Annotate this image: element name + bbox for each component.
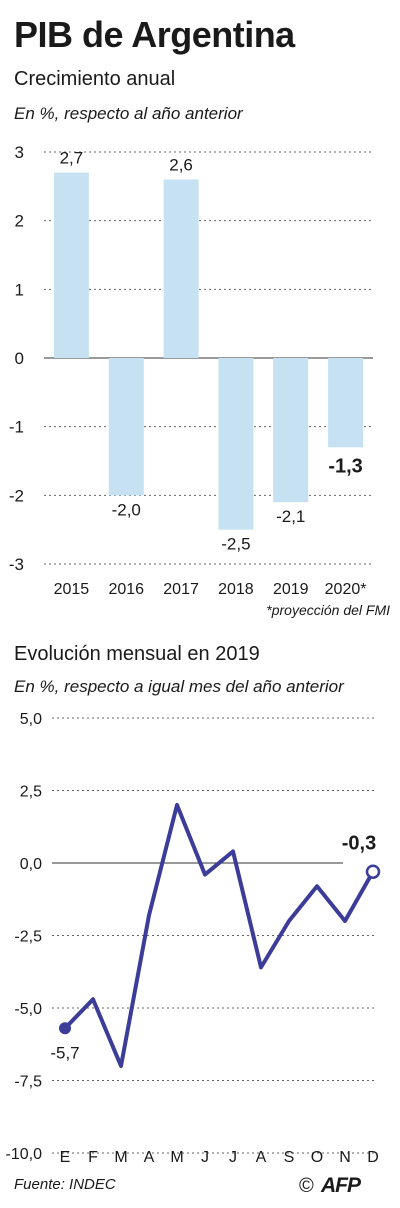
x-tick-label: S [284, 1149, 295, 1166]
bar-chart-subtitle: Crecimiento anual [14, 68, 176, 90]
page-title: PIB de Argentina [14, 14, 295, 55]
source-label: Fuente: INDEC [14, 1176, 116, 1193]
x-tick-label: A [256, 1149, 267, 1166]
x-tick-label: J [201, 1149, 209, 1166]
x-tick-label: 2015 [54, 581, 90, 598]
bar-value-label: -2,1 [276, 507, 305, 526]
x-tick-label: M [170, 1149, 183, 1166]
afp-logo-text: AFP [320, 1174, 362, 1196]
x-tick-label: D [367, 1149, 379, 1166]
y-tick-label: -3 [9, 555, 24, 574]
x-tick-label: 2018 [218, 581, 254, 598]
bar-chart-unit-note: En %, respecto al año anterior [14, 104, 243, 123]
bar [328, 358, 364, 448]
bar [108, 358, 144, 496]
bar [218, 358, 254, 530]
annual-growth-bar-chart: 3 2 1 0 -1 -2 -3 2,7 2015 -2,0 2016 2,6 2017 -2,5 2018… [9, 143, 373, 598]
x-tick-label: F [88, 1149, 98, 1166]
y-tick-label: -2,5 [14, 929, 42, 946]
y-tick-label: 1 [15, 280, 24, 299]
y-tick-label: -2 [9, 486, 24, 505]
y-tick-label: 5,0 [20, 711, 42, 728]
line-chart-subtitle: Evolución mensual en 2019 [14, 643, 260, 665]
y-tick-label: -10,0 [6, 1146, 43, 1163]
first-point-marker [59, 1022, 71, 1035]
y-tick-label: 0,0 [20, 856, 42, 873]
x-tick-label: O [311, 1149, 323, 1166]
bar [273, 358, 309, 503]
y-tick-label: -7,5 [14, 1074, 42, 1091]
bar-value-label: -2,0 [112, 500, 141, 519]
x-tick-label: J [229, 1149, 237, 1166]
bar-value-label: -2,5 [221, 535, 250, 554]
y-tick-label: -1 [9, 418, 24, 437]
x-tick-label: 2017 [163, 581, 199, 598]
x-tick-label: E [60, 1149, 71, 1166]
monthly-evolution-line-chart: 5,02,50,0-2,5-5,0-7,5-10,0-5,7-0,3E F M A M J… [6, 711, 381, 1166]
x-tick-label: 2019 [273, 581, 309, 598]
y-tick-label: -5,0 [14, 1001, 42, 1018]
last-point-label: -0,3 [342, 833, 376, 855]
y-tick-label: 0 [15, 349, 24, 368]
copyright-symbol: © [299, 1175, 314, 1196]
y-tick-label: 2,5 [20, 784, 42, 801]
last-point-marker [365, 864, 381, 879]
bar [163, 179, 199, 358]
afp-logo: © AFP [299, 1174, 363, 1196]
imf-projection-footnote: *proyección del FMI [266, 602, 390, 618]
x-tick-label: 2020* [325, 581, 367, 598]
bar-value-label: -1,3 [328, 455, 362, 477]
line-chart-unit-note: En %, respecto a igual mes del año anter… [14, 677, 344, 696]
x-tick-label: A [144, 1149, 155, 1166]
bar-value-label: 2,6 [169, 155, 193, 174]
x-tick-label: N [339, 1149, 351, 1166]
first-point-label: -5,7 [50, 1043, 79, 1062]
bar-value-label: 2,7 [60, 149, 84, 168]
y-tick-label: 2 [15, 212, 24, 231]
series-line [63, 803, 375, 1068]
x-tick-label: M [114, 1149, 127, 1166]
y-tick-label: 3 [15, 143, 24, 162]
bar [53, 172, 89, 358]
x-tick-label: 2016 [108, 581, 144, 598]
